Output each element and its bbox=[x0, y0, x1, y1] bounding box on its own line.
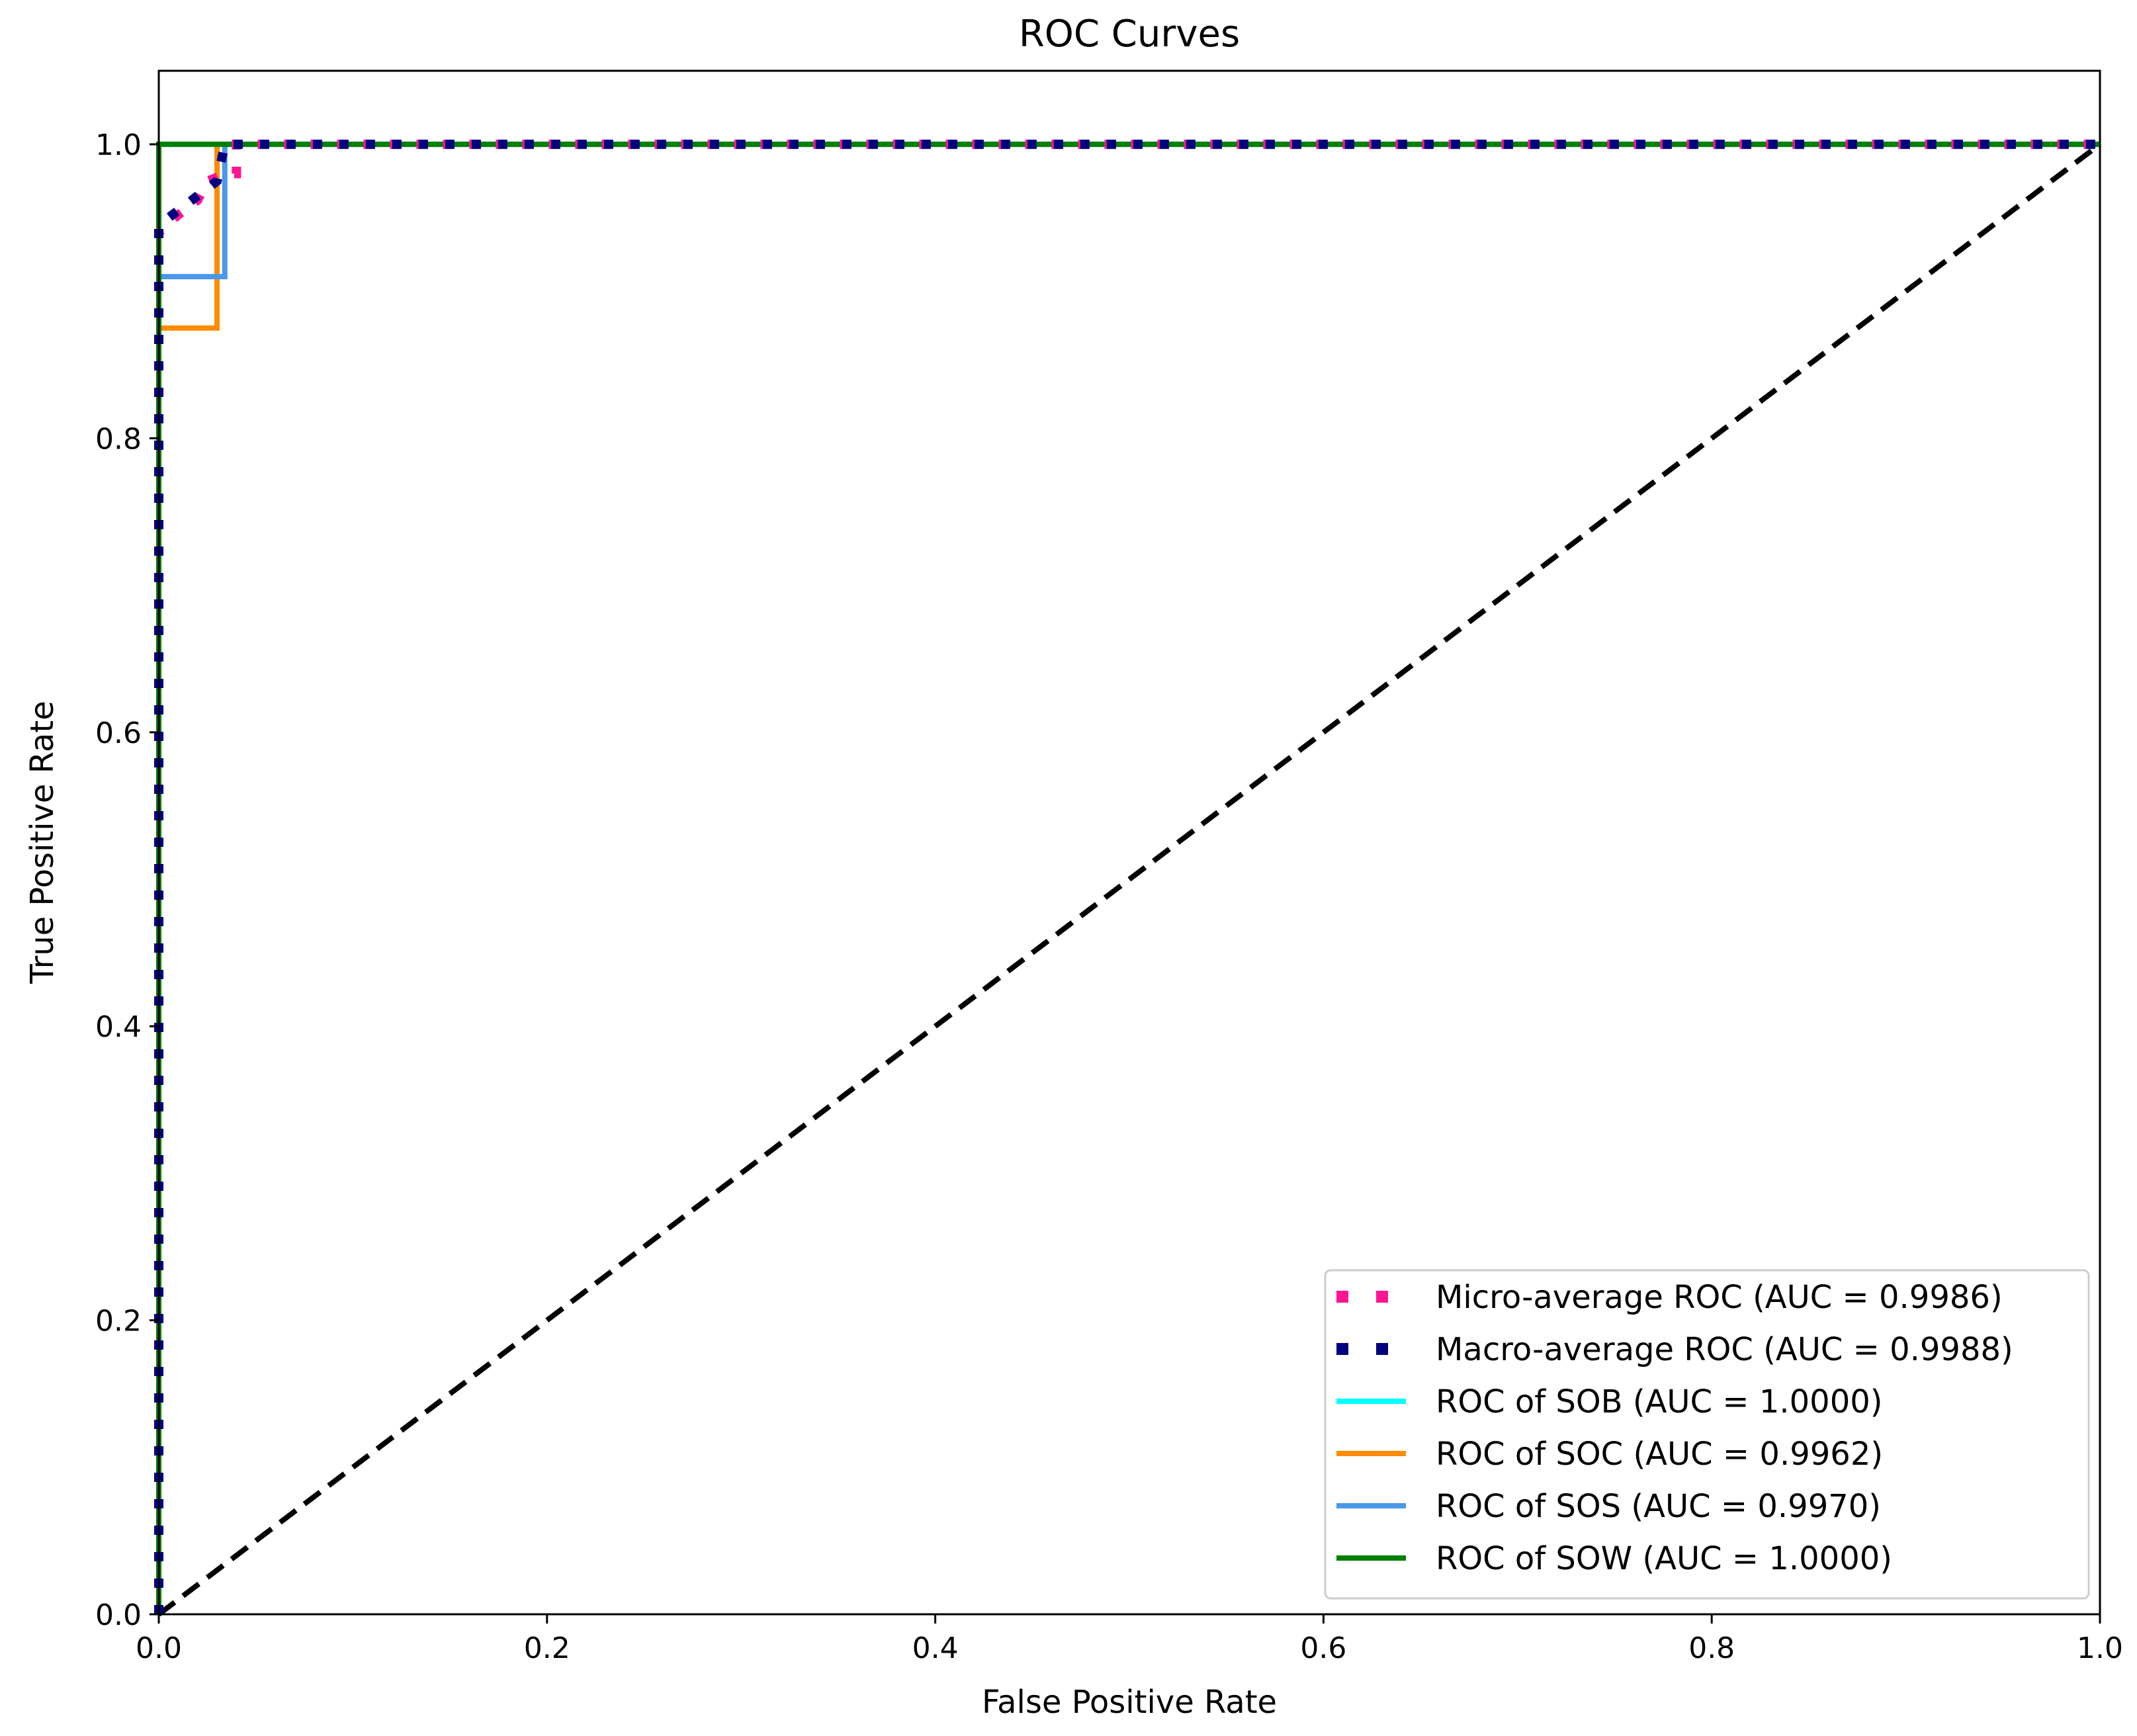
legend-items: Micro-average ROC (AUC = 0.9986) Macro-av… bbox=[1336, 1279, 2013, 1577]
legend-label: ROC of SOS (AUC = 0.9970) bbox=[1436, 1488, 1881, 1525]
y-tick-label: 1.0 bbox=[95, 128, 142, 162]
legend-label: ROC of SOC (AUC = 0.9962) bbox=[1436, 1436, 1883, 1473]
legend-label: ROC of SOW (AUC = 1.0000) bbox=[1436, 1540, 1892, 1577]
legend-label: Macro-average ROC (AUC = 0.9988) bbox=[1436, 1331, 2013, 1368]
legend-label: ROC of SOB (AUC = 1.0000) bbox=[1436, 1383, 1883, 1420]
x-tick-label: 1.0 bbox=[2077, 1631, 2123, 1665]
legend: Micro-average ROC (AUC = 0.9986) Macro-av… bbox=[1324, 1269, 2090, 1600]
y-tick-label: 0.0 bbox=[95, 1598, 142, 1632]
x-axis-label: False Positive Rate bbox=[982, 1684, 1277, 1721]
chart-title: ROC Curves bbox=[1019, 13, 1240, 56]
legend-item-roc-of-sob-auc-1-0000: ROC of SOB (AUC = 1.0000) bbox=[1336, 1383, 1883, 1420]
x-tick-label: 0.2 bbox=[524, 1631, 570, 1665]
y-tick-label: 0.6 bbox=[95, 716, 142, 750]
y-tick-label: 0.8 bbox=[95, 422, 142, 456]
legend-box bbox=[1324, 1269, 2090, 1600]
x-tick-label: 0.8 bbox=[1688, 1631, 1735, 1665]
legend-item-roc-of-soc-auc-0-9962: ROC of SOC (AUC = 0.9962) bbox=[1336, 1436, 1883, 1473]
y-axis-label: True Positive Rate bbox=[24, 701, 61, 984]
legend-item-micro-average-roc-auc-0-9986: Micro-average ROC (AUC = 0.9986) bbox=[1336, 1279, 2003, 1316]
y-tick-label: 0.2 bbox=[95, 1305, 142, 1338]
legend-label: Micro-average ROC (AUC = 0.9986) bbox=[1436, 1279, 2003, 1316]
x-tick-label: 0.0 bbox=[136, 1631, 182, 1665]
series-line-macro-average-roc-auc-0-9988 bbox=[154, 140, 2100, 1614]
legend-item-roc-of-sow-auc-1-0000: ROC of SOW (AUC = 1.0000) bbox=[1336, 1540, 1892, 1577]
x-axis-ticks: 0.0 0.2 0.4 0.6 0.8 1.0 bbox=[136, 1614, 2123, 1665]
y-axis-ticks: 0.0 0.2 0.4 0.6 0.8 1.0 bbox=[95, 128, 159, 1632]
x-tick-label: 0.4 bbox=[912, 1631, 959, 1665]
reference-diagonal-line bbox=[157, 142, 2102, 1617]
axes-frame bbox=[157, 69, 2101, 1616]
y-tick-label: 0.4 bbox=[95, 1010, 142, 1044]
legend-item-roc-of-sos-auc-0-9970: ROC of SOS (AUC = 0.9970) bbox=[1336, 1488, 1881, 1525]
x-tick-label: 0.6 bbox=[1300, 1631, 1346, 1665]
legend-item-macro-average-roc-auc-0-9988: Macro-average ROC (AUC = 0.9988) bbox=[1336, 1331, 2013, 1368]
